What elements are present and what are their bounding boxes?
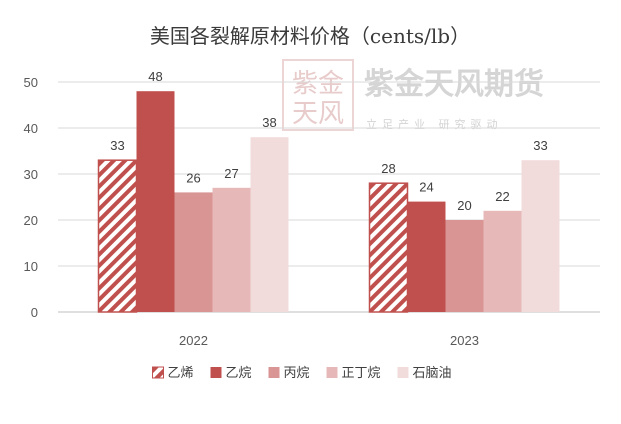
- data-label: 26: [186, 170, 200, 185]
- y-tick-label: 30: [24, 167, 38, 182]
- legend-label: 石脑油: [413, 366, 452, 381]
- bar-乙烯-2022: [97, 159, 138, 313]
- legend-label: 正丁烷: [342, 366, 381, 381]
- y-tick-label: 10: [24, 259, 38, 274]
- bar-石脑油-2023: [521, 160, 560, 312]
- data-label: 33: [110, 138, 124, 153]
- legend-label: 乙烷: [226, 366, 252, 381]
- bar-乙烷-2022: [136, 91, 175, 312]
- legend-label: 乙烯: [168, 366, 194, 381]
- legend: 乙烯 乙烷 丙烷 正丁烷 石脑油: [152, 366, 452, 381]
- bar-乙烷-2023: [407, 201, 446, 312]
- x-axis-categories: 2022 2023: [179, 333, 479, 348]
- legend-item-乙烯: 乙烯: [152, 366, 194, 381]
- legend-item-乙烷: 乙烷: [210, 366, 252, 381]
- data-label: 27: [224, 166, 238, 181]
- legend-swatch: [326, 367, 338, 378]
- y-tick-label: 40: [24, 121, 38, 136]
- legend-item-丙烷: 丙烷: [268, 366, 310, 381]
- data-label: 48: [148, 69, 162, 84]
- chart-title: 美国各裂解原材料价格（cents/lb）: [150, 24, 470, 48]
- y-axis-ticks: 0 10 20 30 40 50: [24, 75, 38, 320]
- legend-swatch: [210, 367, 222, 378]
- watermark: 紫金 天风 紫金天风期货 立足产业 研究驱动: [282, 59, 544, 131]
- y-tick-label: 0: [31, 305, 38, 320]
- bar-石脑油-2022: [250, 137, 289, 312]
- bar-乙烯-2023: [368, 182, 409, 313]
- x-category-label: 2022: [179, 333, 208, 348]
- data-label: 22: [495, 189, 509, 204]
- data-labels: 33 48 26 27 38 28 24 20 22 33: [110, 69, 547, 213]
- bar-正丁烷-2022: [212, 187, 251, 312]
- watermark-seal: 紫金 天风: [282, 59, 354, 131]
- watermark-seal-text-top: 紫金: [292, 69, 344, 99]
- data-label: 20: [457, 198, 471, 213]
- y-tick-label: 20: [24, 213, 38, 228]
- bar-正丁烷-2023: [483, 210, 522, 312]
- bar-丙烷-2023: [445, 220, 484, 312]
- legend-swatch: [268, 367, 280, 378]
- legend-swatch: [152, 366, 164, 379]
- bar-丙烷-2022: [174, 192, 213, 312]
- legend-item-正丁烷: 正丁烷: [326, 366, 381, 381]
- legend-item-石脑油: 石脑油: [397, 366, 452, 381]
- watermark-seal-text-bottom: 天风: [292, 99, 344, 129]
- data-label: 33: [533, 138, 547, 153]
- legend-swatch: [397, 367, 409, 378]
- data-label: 28: [381, 161, 395, 176]
- watermark-brand: 紫金天风期货: [364, 67, 544, 102]
- bars: [97, 91, 560, 313]
- legend-label: 丙烷: [284, 366, 310, 381]
- data-label: 24: [419, 180, 433, 195]
- data-label: 38: [262, 115, 276, 130]
- y-tick-label: 50: [24, 75, 38, 90]
- watermark-slogan: 立足产业 研究驱动: [366, 117, 503, 131]
- x-category-label: 2023: [450, 333, 479, 348]
